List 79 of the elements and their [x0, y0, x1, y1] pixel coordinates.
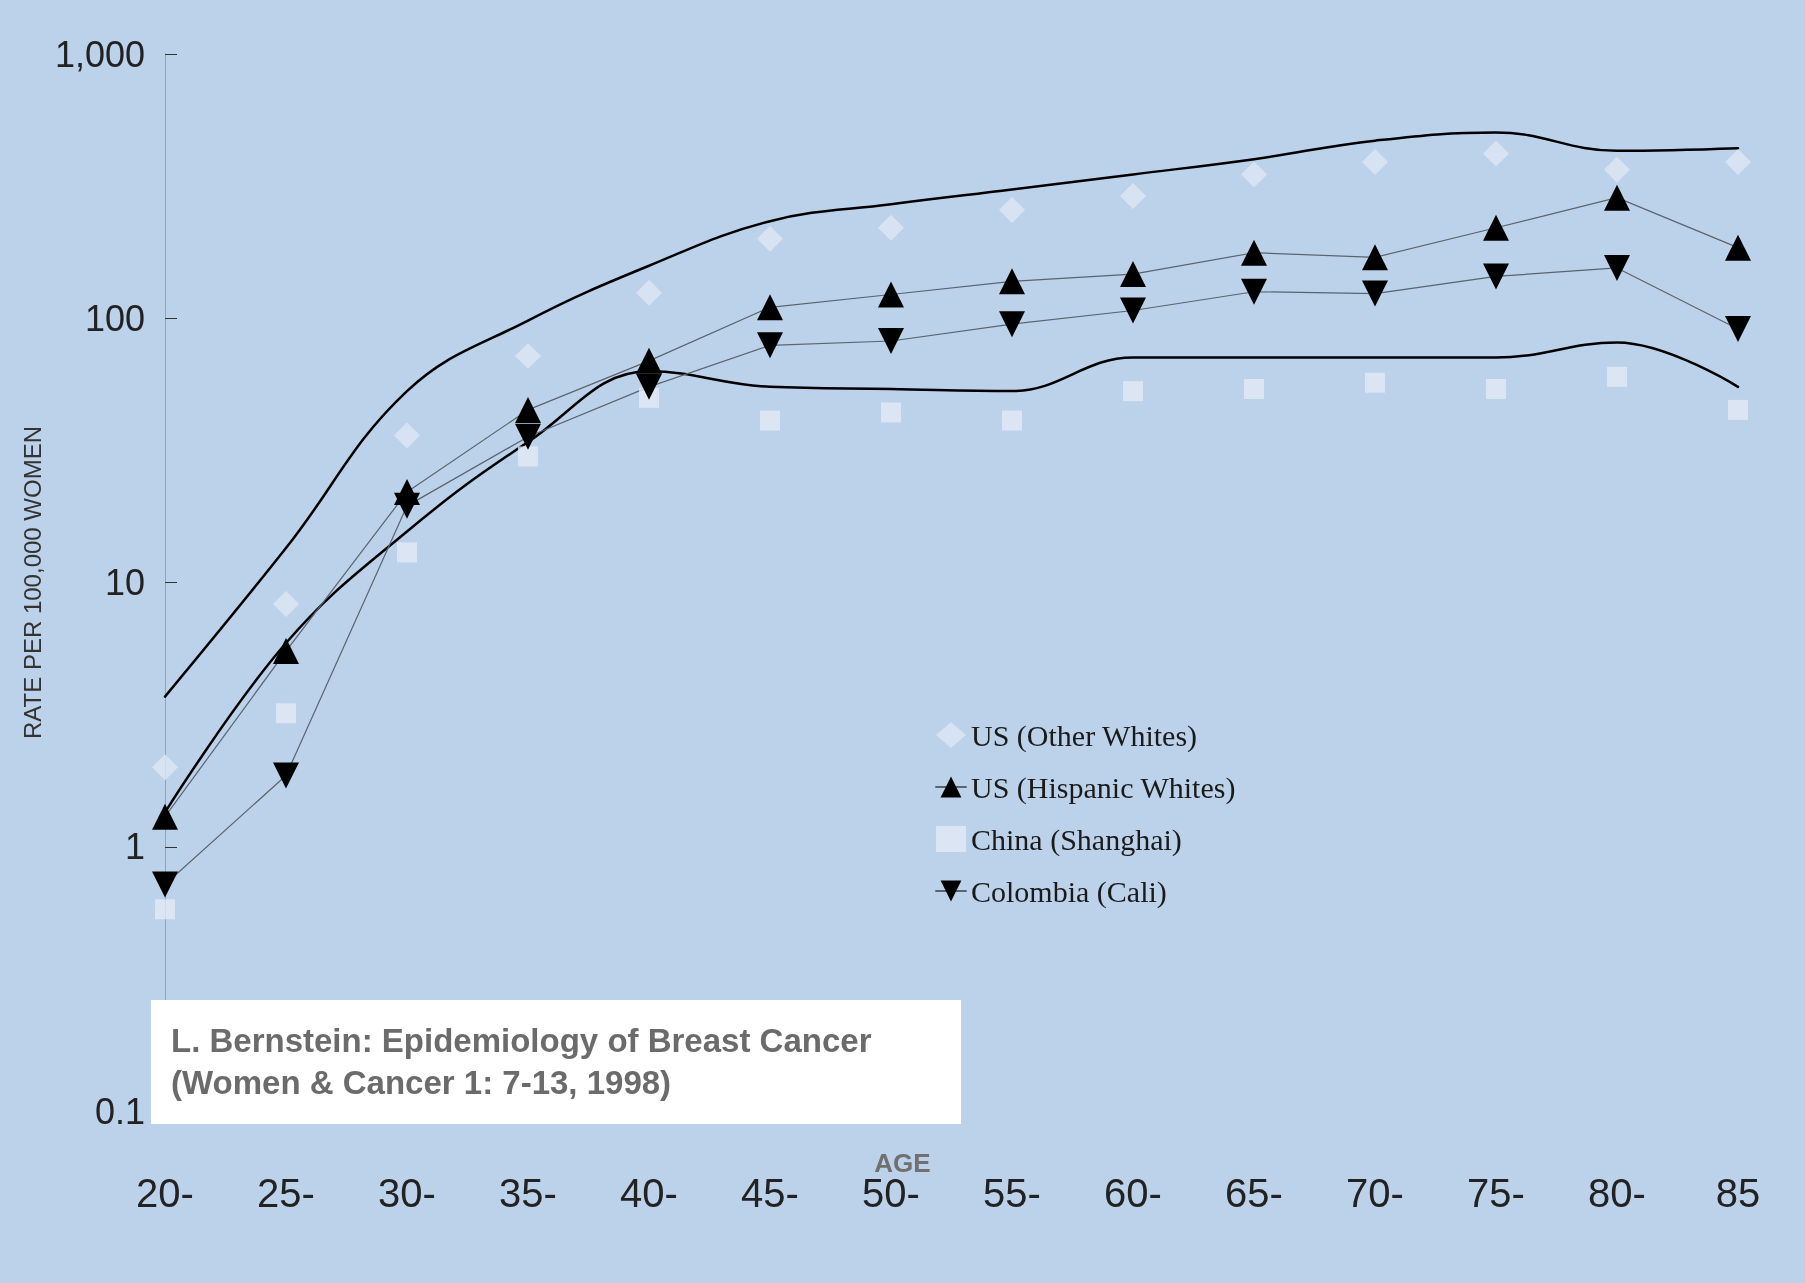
point: [1728, 399, 1748, 420]
point: [636, 347, 662, 374]
x-tick-label: 70-: [1346, 1171, 1404, 1215]
point: [1120, 261, 1146, 288]
x-tick-label: 20-: [136, 1171, 194, 1215]
point: [515, 342, 541, 369]
point: [1362, 280, 1388, 307]
y-tick-label: 1,000: [54, 33, 145, 75]
point: [878, 328, 904, 355]
x-tick-label: 35-: [499, 1171, 557, 1215]
legend-label: US (Hispanic Whites): [971, 770, 1236, 805]
point: [999, 311, 1025, 338]
note-box: L. Bernstein: Epidemiology of Breast Cancer (Women & Cancer 1: 7-13, 1998): [151, 1000, 962, 1124]
point: [518, 446, 538, 467]
point: [1607, 366, 1627, 387]
point: [273, 638, 299, 665]
point: [1362, 244, 1388, 271]
point: [1725, 149, 1751, 176]
x-tick-label: 55-: [983, 1171, 1041, 1215]
legend-label: US (Other Whites): [971, 718, 1198, 753]
point: [394, 492, 420, 519]
x-tick-label: 65-: [1225, 1171, 1283, 1215]
point: [394, 422, 420, 449]
y-tick-label: 1: [124, 826, 145, 868]
point: [878, 214, 904, 241]
x-tick-label: 25-: [257, 1171, 315, 1215]
x-tick-label: 45-: [741, 1171, 799, 1215]
point: [1362, 149, 1388, 176]
point: [1244, 378, 1264, 399]
point: [1483, 140, 1509, 167]
point: [1123, 381, 1143, 402]
legend-label: China (Shanghai): [971, 822, 1182, 857]
point: [1241, 239, 1267, 266]
point: [636, 373, 662, 400]
point: [757, 294, 783, 321]
y-tick-label: 100: [84, 297, 145, 339]
point: [515, 396, 541, 423]
point: [999, 268, 1025, 295]
annotation: L. Bernstein: Epidemiology of Breast Cancer (Women & Cancer 1: 7-13, 1998): [171, 1022, 872, 1101]
point: [757, 332, 783, 359]
point: [273, 590, 299, 617]
point: [1604, 184, 1630, 211]
point: [1002, 410, 1022, 431]
point: [1486, 378, 1506, 399]
point: [999, 196, 1025, 223]
x-tick-label: 85: [1715, 1171, 1761, 1215]
point: [397, 542, 417, 563]
point: [155, 899, 175, 920]
point: [515, 423, 541, 450]
y-tick-label: 0.1: [94, 1090, 145, 1132]
point: [1483, 214, 1509, 241]
x-tick-label: 80-: [1588, 1171, 1646, 1215]
point: [273, 762, 299, 789]
y-axis-title: RATE PER 100,000 WOMEN: [18, 426, 46, 739]
point: [1483, 263, 1509, 290]
point: [1241, 278, 1267, 305]
x-tick-label: 60-: [1104, 1171, 1162, 1215]
point: [1120, 183, 1146, 210]
point: [1604, 254, 1630, 281]
legend-label: Colombia (Cali): [971, 874, 1167, 909]
point: [760, 410, 780, 431]
point: [152, 754, 178, 781]
point: [152, 803, 178, 830]
point: [1120, 297, 1146, 324]
x-tick-label: 75-: [1467, 1171, 1525, 1215]
y-tick-label: 10: [104, 562, 145, 603]
point: [152, 871, 178, 898]
point: [881, 402, 901, 423]
point: [1604, 156, 1630, 183]
point: [636, 279, 662, 306]
point: [1365, 372, 1385, 393]
point: [757, 225, 783, 252]
x-tick-label: 30-: [378, 1171, 436, 1215]
point: [1725, 316, 1751, 343]
x-tick-label: 40-: [620, 1171, 678, 1215]
point: [276, 703, 296, 724]
point: [1241, 161, 1267, 188]
point: [1725, 234, 1751, 261]
point: [878, 281, 904, 308]
